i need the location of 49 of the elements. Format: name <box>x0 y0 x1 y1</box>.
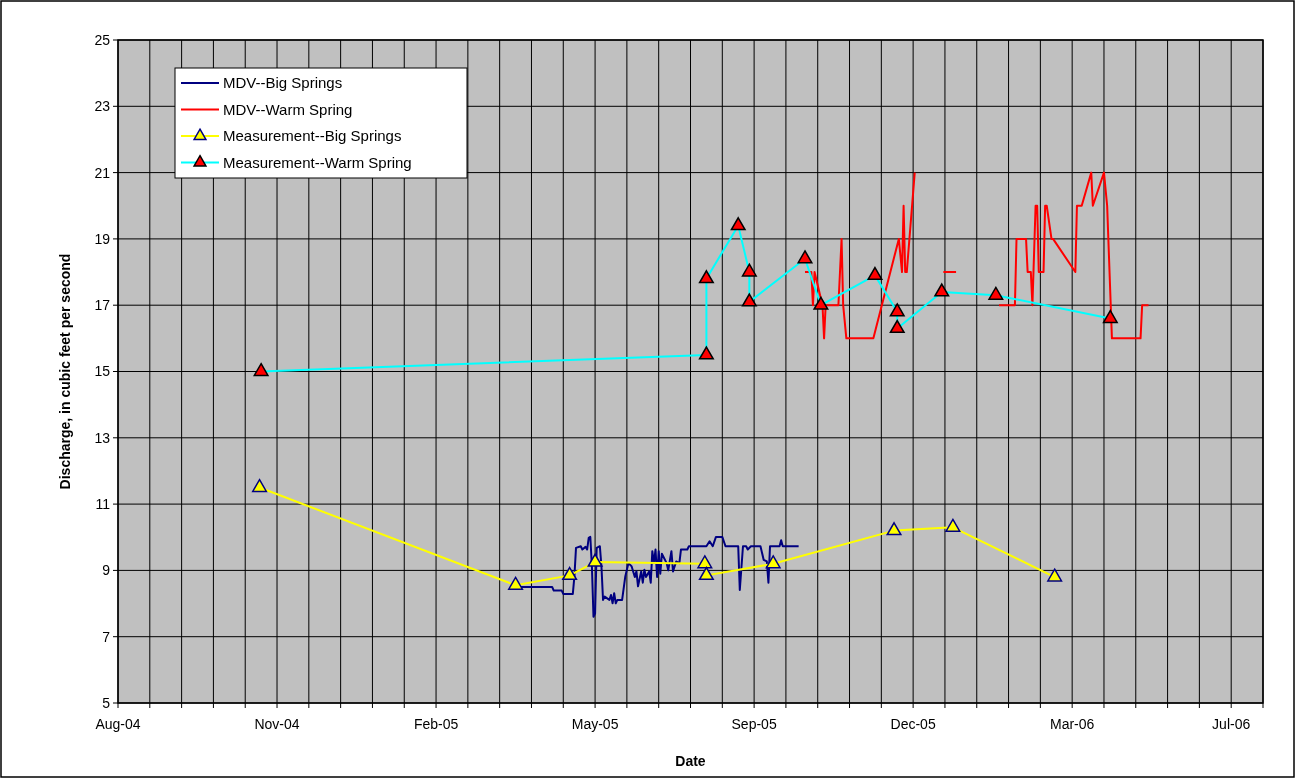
y-tick-label: 19 <box>94 230 111 247</box>
point <box>741 263 757 277</box>
point <box>988 286 1004 300</box>
x-tick-label: Jul-06 <box>1212 716 1251 732</box>
point <box>765 555 781 569</box>
point <box>562 566 578 581</box>
y-tick-label: 23 <box>94 98 111 115</box>
legend-label: MDV--Warm Spring <box>223 100 353 118</box>
point <box>867 266 883 281</box>
legend-label: Measurement--Big Springs <box>223 127 402 145</box>
x-tick-label: Dec-05 <box>890 716 936 732</box>
point <box>253 362 269 377</box>
point <box>886 522 902 536</box>
point <box>945 518 961 532</box>
y-tick-label: 25 <box>94 31 111 48</box>
y-tick-label: 9 <box>102 562 111 579</box>
point <box>730 217 746 231</box>
point <box>587 553 603 567</box>
y-tick-label: 7 <box>102 628 111 645</box>
point <box>698 270 714 284</box>
point <box>797 250 813 264</box>
point <box>251 478 268 493</box>
y-tick-label: 5 <box>102 694 111 711</box>
point <box>697 555 713 569</box>
point <box>1047 568 1063 582</box>
x-tick-label: Nov-04 <box>254 716 300 732</box>
point <box>813 296 829 310</box>
point <box>934 283 950 297</box>
point <box>508 576 524 590</box>
y-tick-label: 15 <box>94 363 111 380</box>
point <box>698 346 714 360</box>
y-tick-label: 11 <box>95 496 111 512</box>
x-tick-label: May-05 <box>571 716 619 732</box>
y-tick-label: 13 <box>94 429 111 446</box>
x-tick-label: Mar-06 <box>1049 716 1095 732</box>
x-tick-label: Aug-04 <box>95 716 141 732</box>
point <box>698 566 714 581</box>
y-axis-title: Discharge, in cubic feet per second <box>57 253 73 490</box>
point <box>1102 309 1118 324</box>
x-tick-label: Feb-05 <box>413 716 459 732</box>
legend-label: Measurement--Warm Spring <box>223 153 412 171</box>
y-tick-label: 17 <box>94 297 111 314</box>
y-tick-label: 21 <box>94 164 111 181</box>
legend-label: MDV--Big Springs <box>223 74 343 92</box>
x-tick-label: Sep-05 <box>731 716 777 732</box>
point <box>889 319 905 334</box>
point <box>741 293 757 307</box>
point <box>889 303 905 317</box>
x-axis-title: Date <box>675 753 706 769</box>
